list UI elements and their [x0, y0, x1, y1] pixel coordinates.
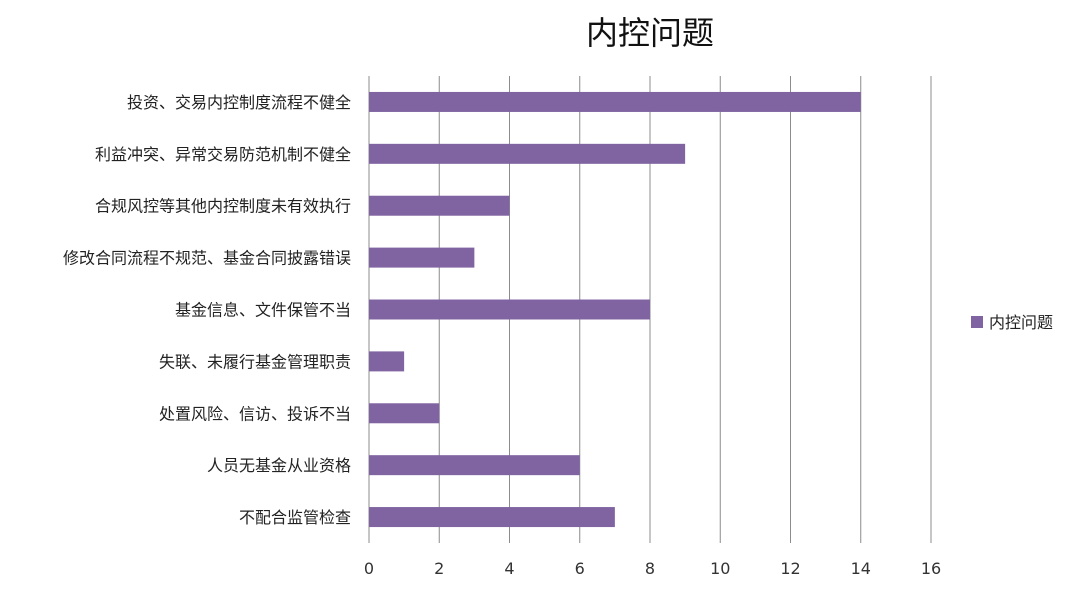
category-label: 人员无基金从业资格: [207, 456, 351, 475]
x-tick-label: 2: [434, 559, 444, 578]
category-label: 投资、交易内控制度流程不健全: [127, 93, 351, 112]
x-tick-label: 12: [780, 559, 800, 578]
bar: [369, 299, 650, 320]
category-label: 失联、未履行基金管理职责: [159, 352, 351, 371]
category-label: 利益冲突、异常交易防范机制不健全: [95, 145, 351, 164]
bar: [369, 403, 440, 424]
bar: [369, 195, 510, 216]
legend-swatch: [971, 316, 983, 328]
bar: [369, 507, 615, 528]
bar: [369, 351, 405, 372]
x-tick-label: 10: [710, 559, 730, 578]
bar: [369, 455, 580, 476]
bar: [369, 143, 686, 164]
x-tick-label: 8: [645, 559, 655, 578]
category-label: 不配合监管检查: [239, 508, 351, 527]
category-label: 处置风险、信访、投诉不当: [159, 404, 351, 423]
x-tick-label: 14: [851, 559, 871, 578]
category-label: 合规风控等其他内控制度未有效执行: [95, 197, 351, 216]
category-label: 修改合同流程不规范、基金合同披露错误: [63, 249, 351, 268]
category-label: 基金信息、文件保管不当: [175, 301, 351, 320]
x-tick-label: 6: [575, 559, 585, 578]
bar: [369, 247, 475, 268]
legend-label: 内控问题: [989, 313, 1053, 332]
bar: [369, 91, 861, 112]
x-tick-label: 0: [364, 559, 374, 578]
x-tick-label: 4: [504, 559, 514, 578]
x-tick-label: 16: [921, 559, 941, 578]
chart-title: 内控问题: [585, 14, 714, 52]
